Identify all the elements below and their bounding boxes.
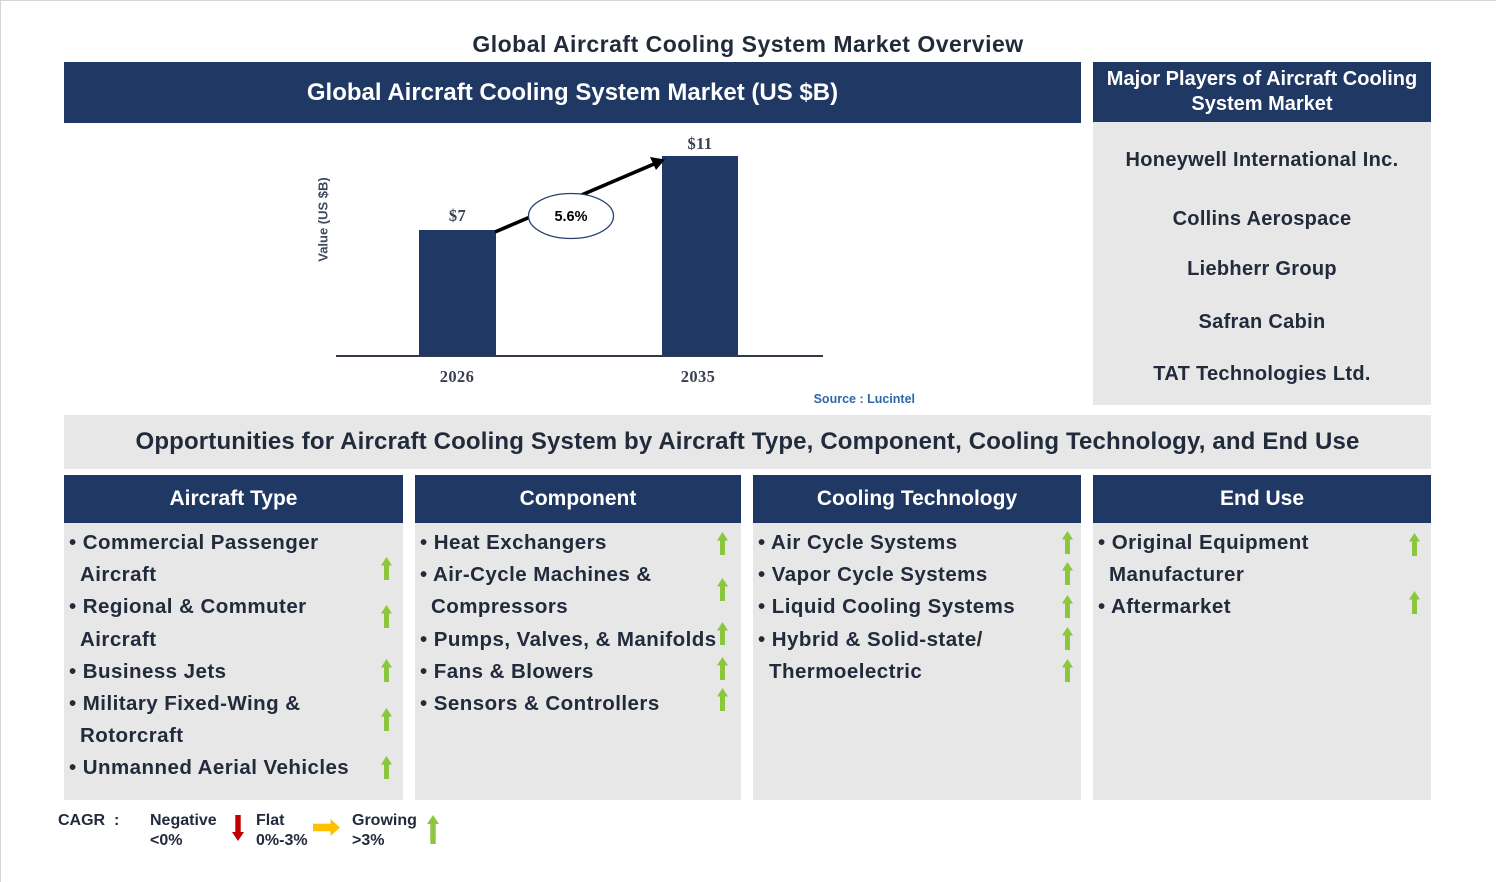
svg-text:5.6%: 5.6% — [554, 209, 587, 225]
